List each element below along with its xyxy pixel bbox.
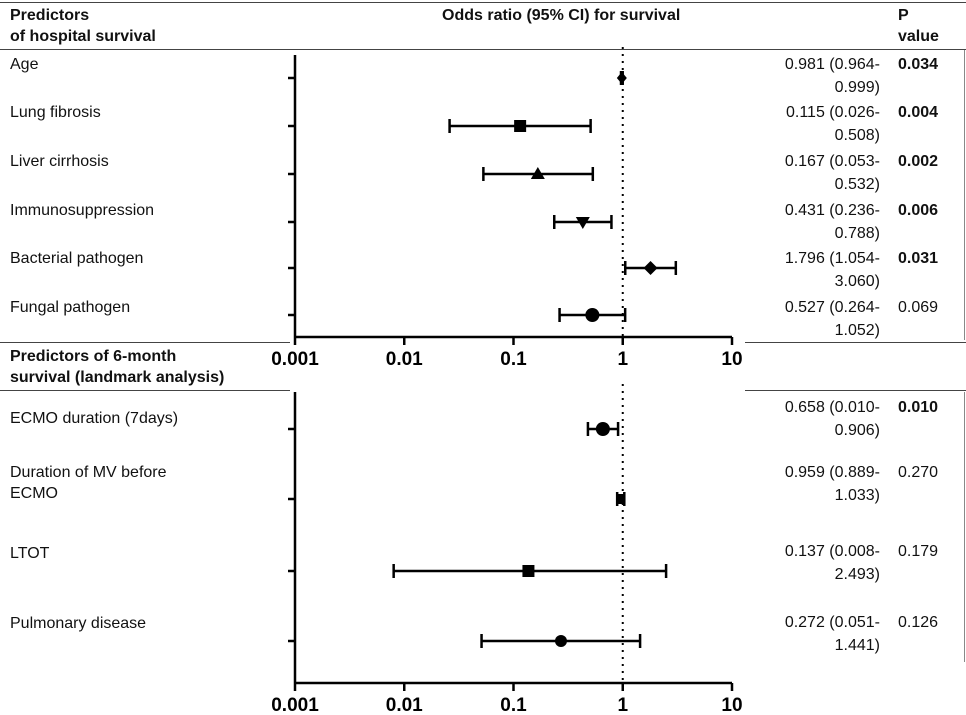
x-tick-label: 0.001 bbox=[271, 695, 319, 715]
x-tick-label: 0.1 bbox=[500, 349, 527, 370]
or-value-immunosuppression: 0.431 (0.236- 0.788) bbox=[784, 202, 880, 242]
row-label-ltot: LTOT bbox=[10, 545, 50, 562]
p-value-immunosuppression: 0.006 bbox=[898, 202, 939, 219]
row-label-immunosuppression: Immunosuppression bbox=[10, 202, 155, 219]
row-label-fungal-pathogen: Fungal pathogen bbox=[10, 299, 131, 316]
row-label-bacterial-pathogen: Bacterial pathogen bbox=[10, 250, 144, 267]
point-estimate-marker bbox=[522, 565, 535, 577]
right-separator-bottom bbox=[964, 392, 965, 662]
x-tick-label: 0.001 bbox=[271, 349, 319, 370]
right-separator-top bbox=[964, 50, 965, 340]
row-label-liver-cirrhosis: Liver cirrhosis bbox=[10, 153, 109, 170]
predictors-header-line2: of hospital survival bbox=[10, 28, 156, 45]
point-estimate-marker bbox=[514, 120, 527, 132]
row-label-ecmo-duration: ECMO duration (7days) bbox=[10, 410, 179, 427]
x-tick-label: 10 bbox=[721, 349, 742, 370]
point-estimate-marker bbox=[616, 72, 627, 84]
p-value-liver-cirrhosis: 0.002 bbox=[898, 153, 939, 170]
predictors-header: Predictors of hospital survival bbox=[10, 5, 156, 47]
x-tick-label: 10 bbox=[721, 695, 742, 715]
section2-bottom-rule-right bbox=[745, 390, 966, 391]
or-value-mv-duration: 0.959 (0.889- 1.033) bbox=[784, 464, 880, 504]
row-label-age: Age bbox=[10, 56, 39, 73]
p-value-lung-fibrosis: 0.004 bbox=[898, 104, 939, 121]
header-rule bbox=[0, 49, 966, 50]
p-value-age: 0.034 bbox=[898, 56, 939, 73]
x-tick-label: 1 bbox=[617, 695, 628, 715]
point-estimate-marker bbox=[616, 494, 625, 504]
top-rule bbox=[0, 2, 966, 3]
point-estimate-marker bbox=[643, 261, 658, 275]
odds-ratio-header: Odds ratio (95% CI) for survival bbox=[442, 7, 681, 24]
section2-header-line1: Predictors of 6-month bbox=[10, 348, 177, 365]
p-header-line1: P bbox=[898, 7, 909, 24]
point-estimate-marker bbox=[575, 217, 590, 229]
p-value-fungal-pathogen: 0.069 bbox=[898, 299, 939, 316]
row-label-pulmonary-disease: Pulmonary disease bbox=[10, 615, 147, 632]
predictors-header-line1: Predictors bbox=[10, 7, 90, 24]
or-value-ecmo-duration: 0.658 (0.010- 0.906) bbox=[784, 399, 880, 439]
p-value-ecmo-duration: 0.010 bbox=[898, 399, 939, 416]
row-label-lung-fibrosis: Lung fibrosis bbox=[10, 104, 101, 121]
point-estimate-marker bbox=[530, 167, 545, 179]
x-tick-label: 0.1 bbox=[500, 695, 527, 715]
point-estimate-marker bbox=[585, 308, 600, 322]
p-value-ltot: 0.179 bbox=[898, 543, 939, 560]
x-tick-label: 0.01 bbox=[386, 695, 423, 715]
section2-top-rule bbox=[0, 342, 290, 343]
or-value-age: 0.981 (0.964- 0.999) bbox=[784, 56, 880, 96]
section2-bottom-rule bbox=[0, 390, 290, 391]
or-value-bacterial-pathogen: 1.796 (1.054- 3.060) bbox=[784, 250, 880, 290]
or-value-ltot: 0.137 (0.008- 2.493) bbox=[784, 543, 880, 583]
point-estimate-marker bbox=[595, 422, 610, 436]
p-value-bacterial-pathogen: 0.031 bbox=[898, 250, 939, 267]
section2-header: Predictors of 6-month survival (landmark… bbox=[10, 346, 224, 388]
x-tick-label: 0.01 bbox=[386, 349, 423, 370]
section2-header-line2: survival (landmark analysis) bbox=[10, 369, 225, 386]
p-value-mv-duration: 0.270 bbox=[898, 464, 939, 481]
point-estimate-marker bbox=[554, 635, 567, 647]
or-value-liver-cirrhosis: 0.167 (0.053- 0.532) bbox=[784, 153, 880, 193]
x-tick-label: 1 bbox=[617, 349, 628, 370]
p-header-line2: value bbox=[898, 28, 939, 45]
p-value-pulmonary-disease: 0.126 bbox=[898, 614, 939, 631]
p-value-header: P value bbox=[898, 5, 939, 47]
section2-top-rule-right bbox=[745, 342, 966, 343]
or-value-fungal-pathogen: 0.527 (0.264- 1.052) bbox=[784, 299, 880, 339]
row-label-mv-duration: Duration of MV before ECMO bbox=[10, 464, 167, 502]
forest-plot-6-month-survival: 0.001 0.01 0.1 1 10 bbox=[271, 384, 743, 715]
or-value-pulmonary-disease: 0.272 (0.051- 1.441) bbox=[784, 614, 880, 654]
or-value-lung-fibrosis: 0.115 (0.026- 0.508) bbox=[786, 104, 880, 144]
forest-plot-hospital-survival: 0.001 0.01 0.1 1 10 bbox=[271, 47, 743, 370]
